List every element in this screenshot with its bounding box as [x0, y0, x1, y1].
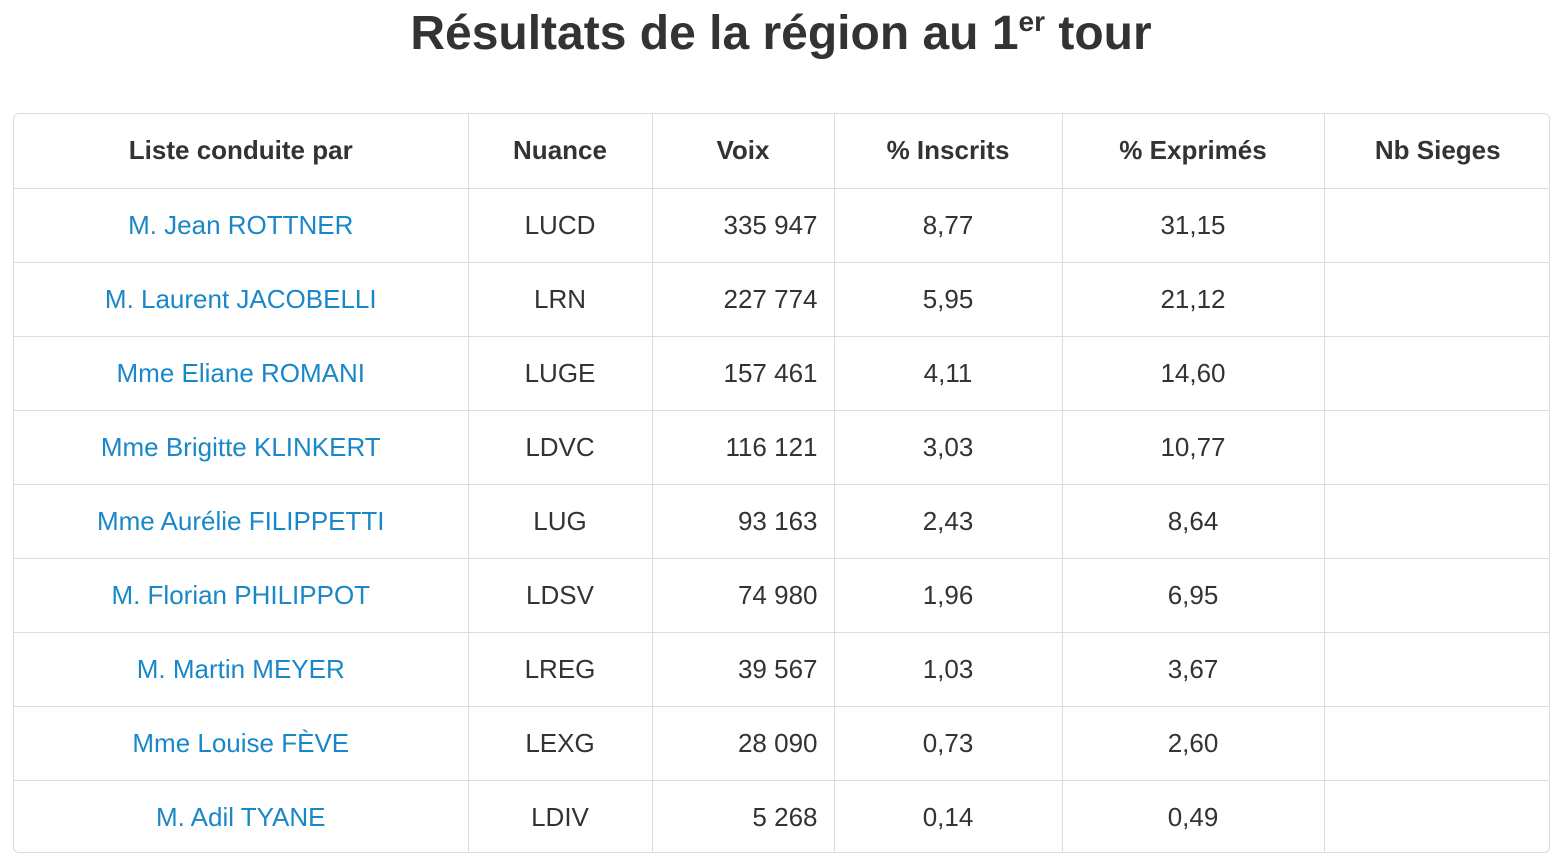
column-header-voix: Voix [652, 114, 835, 189]
sieges-cell [1324, 336, 1549, 411]
nuance-cell: LUGE [468, 336, 653, 411]
inscrits-cell: 8,77 [834, 188, 1063, 263]
sieges-cell [1324, 188, 1549, 263]
table-row: M. Jean ROTTNER LUCD 335 947 8,77 31,15 [14, 188, 1549, 263]
page-title-end: tour [1045, 7, 1152, 60]
table-row: M. Laurent JACOBELLI LRN 227 774 5,95 21… [14, 262, 1549, 337]
inscrits-cell: 2,43 [834, 484, 1063, 559]
nuance-cell: LUCD [468, 188, 653, 263]
voix-cell: 335 947 [652, 188, 835, 263]
page-title: Résultats de la région au 1er tour [0, 4, 1562, 70]
table-row: Mme Louise FÈVE LEXG 28 090 0,73 2,60 [14, 706, 1549, 781]
column-header-nuance: Nuance [468, 114, 653, 189]
table-row: M. Martin MEYER LREG 39 567 1,03 3,67 [14, 632, 1549, 707]
candidate-link[interactable]: M. Adil TYANE [14, 780, 469, 852]
voix-cell: 93 163 [652, 484, 835, 559]
voix-cell: 5 268 [652, 780, 835, 852]
inscrits-cell: 5,95 [834, 262, 1063, 337]
candidate-link[interactable]: M. Martin MEYER [14, 632, 469, 707]
column-header-exprimes: % Exprimés [1062, 114, 1325, 189]
candidate-link[interactable]: Mme Eliane ROMANI [14, 336, 469, 411]
sieges-cell [1324, 410, 1549, 485]
table-header-row: Liste conduite par Nuance Voix % Inscrit… [14, 114, 1549, 189]
nuance-cell: LEXG [468, 706, 653, 781]
voix-cell: 74 980 [652, 558, 835, 633]
exprimes-cell: 6,95 [1062, 558, 1325, 633]
nuance-cell: LDSV [468, 558, 653, 633]
page-title-superscript: er [1018, 6, 1045, 37]
exprimes-cell: 0,49 [1062, 780, 1325, 852]
table-row: Mme Aurélie FILIPPETTI LUG 93 163 2,43 8… [14, 484, 1549, 559]
table-row: Mme Brigitte KLINKERT LDVC 116 121 3,03 … [14, 410, 1549, 485]
nuance-cell: LDVC [468, 410, 653, 485]
candidate-link[interactable]: Mme Brigitte KLINKERT [14, 410, 469, 485]
table-row: Mme Eliane ROMANI LUGE 157 461 4,11 14,6… [14, 336, 1549, 411]
voix-cell: 28 090 [652, 706, 835, 781]
sieges-cell [1324, 558, 1549, 633]
column-header-liste: Liste conduite par [14, 114, 469, 189]
sieges-cell [1324, 706, 1549, 781]
table-row: M. Adil TYANE LDIV 5 268 0,14 0,49 [14, 780, 1549, 852]
candidate-link[interactable]: M. Florian PHILIPPOT [14, 558, 469, 633]
inscrits-cell: 1,96 [834, 558, 1063, 633]
inscrits-cell: 3,03 [834, 410, 1063, 485]
candidate-link[interactable]: Mme Louise FÈVE [14, 706, 469, 781]
sieges-cell [1324, 780, 1549, 852]
sieges-cell [1324, 484, 1549, 559]
table-row: M. Florian PHILIPPOT LDSV 74 980 1,96 6,… [14, 558, 1549, 633]
column-header-sieges: Nb Sieges [1324, 114, 1549, 189]
candidate-link[interactable]: M. Jean ROTTNER [14, 188, 469, 263]
nuance-cell: LREG [468, 632, 653, 707]
nuance-cell: LRN [468, 262, 653, 337]
inscrits-cell: 0,73 [834, 706, 1063, 781]
nuance-cell: LDIV [468, 780, 653, 852]
exprimes-cell: 31,15 [1062, 188, 1325, 263]
voix-cell: 227 774 [652, 262, 835, 337]
voix-cell: 39 567 [652, 632, 835, 707]
results-table-container: Liste conduite par Nuance Voix % Inscrit… [13, 113, 1550, 853]
column-header-inscrits: % Inscrits [834, 114, 1063, 189]
exprimes-cell: 14,60 [1062, 336, 1325, 411]
sieges-cell [1324, 632, 1549, 707]
candidate-link[interactable]: Mme Aurélie FILIPPETTI [14, 484, 469, 559]
exprimes-cell: 2,60 [1062, 706, 1325, 781]
candidate-link[interactable]: M. Laurent JACOBELLI [14, 262, 469, 337]
inscrits-cell: 4,11 [834, 336, 1063, 411]
voix-cell: 116 121 [652, 410, 835, 485]
voix-cell: 157 461 [652, 336, 835, 411]
exprimes-cell: 21,12 [1062, 262, 1325, 337]
results-table: Liste conduite par Nuance Voix % Inscrit… [14, 114, 1549, 852]
nuance-cell: LUG [468, 484, 653, 559]
exprimes-cell: 10,77 [1062, 410, 1325, 485]
page-title-main: Résultats de la région au 1 [410, 7, 1019, 60]
inscrits-cell: 0,14 [834, 780, 1063, 852]
sieges-cell [1324, 262, 1549, 337]
exprimes-cell: 8,64 [1062, 484, 1325, 559]
exprimes-cell: 3,67 [1062, 632, 1325, 707]
inscrits-cell: 1,03 [834, 632, 1063, 707]
